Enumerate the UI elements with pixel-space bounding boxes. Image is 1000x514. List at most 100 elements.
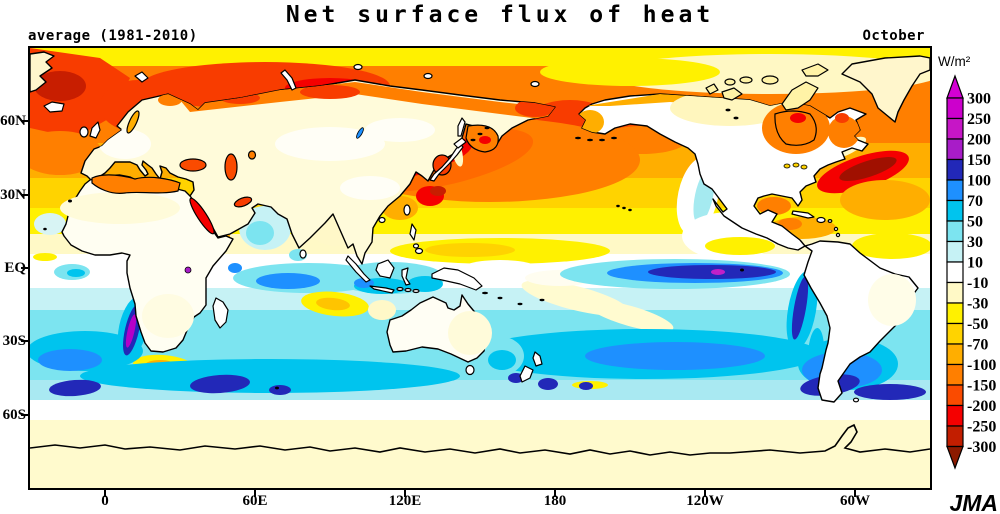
colorbar-label--250: -250: [967, 419, 996, 436]
sea-of-japan: [432, 154, 452, 176]
lat-label-EQ: EQ: [4, 260, 26, 276]
colorbar-segment: [946, 343, 964, 366]
colorbar-label--10: -10: [967, 275, 988, 292]
colorbar-label-200: 200: [967, 132, 991, 149]
hokkaido: [453, 137, 467, 149]
colorbar-label--50: -50: [967, 316, 988, 333]
antarctica-coastline: [30, 423, 930, 456]
lon-tick: [404, 490, 406, 497]
cuba: [791, 210, 815, 219]
colorbar-segment: [946, 302, 964, 325]
colorbar-legend: 300 250 200 150 100 70 50 30 10 -10 -30 -50 -70 -100 -…: [946, 74, 996, 470]
colorbar-label--70: -70: [967, 337, 988, 354]
lat-label-60N: 60N: [0, 113, 26, 129]
colorbar-segment: [946, 138, 964, 161]
lon-tick: [554, 490, 556, 497]
colorbar-label-150: 150: [967, 152, 991, 169]
colorbar-segment: [946, 179, 964, 202]
madagascar: [212, 297, 229, 329]
taiwan: [403, 204, 411, 216]
canary-islands: [68, 199, 72, 203]
new-guinea: [431, 267, 483, 291]
persian-gulf: [233, 196, 253, 208]
colorbar-segment: [946, 322, 964, 345]
colorbar-label--150: -150: [967, 378, 996, 395]
lat-tick: [21, 340, 28, 342]
colorbar-label--200: -200: [967, 398, 996, 415]
kerguelen: [275, 386, 279, 390]
iceland: [43, 101, 65, 113]
banks-island: [705, 83, 719, 95]
hispaniola: [816, 216, 826, 224]
lon-tick: [254, 490, 256, 497]
world-map: [28, 46, 932, 490]
lat-label-30N: 30N: [0, 187, 26, 203]
baffin-island: [781, 81, 819, 111]
jma-logo: JMA: [949, 490, 998, 514]
hainan: [378, 216, 386, 224]
lat-tick: [21, 267, 28, 269]
lat-tick: [21, 414, 28, 416]
world-map-svg: [30, 48, 930, 488]
colorbar-label-10: 10: [967, 255, 983, 272]
colorbar-label--100: -100: [967, 357, 996, 374]
colorbar-segment: [946, 384, 964, 407]
sumatra: [345, 255, 371, 283]
svalbard: [134, 71, 149, 83]
lake-baikal: [356, 127, 364, 139]
colorbar-segment: [946, 240, 964, 263]
colorbar-segment: [946, 117, 964, 140]
lon-label-180: 180: [543, 493, 567, 509]
colorbar-arrow-down: [946, 445, 964, 470]
colorbar-label-30: 30: [967, 234, 983, 251]
new-zealand-north: [532, 351, 543, 367]
hudson-bay: [774, 110, 817, 146]
colorbar-segment: [946, 158, 964, 181]
colorbar-unit: W/m²: [938, 54, 971, 69]
lake-victoria: [184, 266, 192, 274]
lat-tick: [21, 194, 28, 196]
galapagos: [740, 268, 744, 272]
falkland-islands: [852, 397, 860, 403]
caspian-sea: [224, 153, 238, 181]
tasmania: [465, 364, 475, 376]
colorbar-label-70: 70: [967, 193, 983, 210]
lat-tick: [21, 120, 28, 122]
colorbar-label-250: 250: [967, 111, 991, 128]
lon-label-0: 0: [101, 493, 109, 509]
lon-tick: [704, 490, 706, 497]
greenland-east-fragment: [30, 51, 55, 93]
chart-title: Net surface flux of heat: [285, 2, 715, 28]
colorbar-segment: [946, 261, 964, 284]
lon-tick: [854, 490, 856, 497]
java: [369, 285, 395, 294]
sulawesi: [401, 267, 411, 286]
colorbar-label-50: 50: [967, 214, 983, 231]
period-label: average (1981-2010): [28, 28, 198, 44]
black-sea: [179, 158, 207, 172]
lon-label-60E: 60E: [242, 493, 268, 509]
victoria-island: [721, 87, 743, 101]
great-lakes: [783, 163, 791, 169]
lon-label-120W: 120W: [686, 493, 724, 509]
month-label: October: [862, 28, 925, 44]
red-sea: [189, 197, 215, 235]
ocean-features: [30, 48, 930, 400]
islands: [43, 63, 860, 403]
aral-sea: [247, 150, 257, 160]
lon-tick: [104, 490, 106, 497]
mindanao: [414, 247, 424, 255]
colorbar-segment: [946, 97, 964, 120]
colorbar-segment: [946, 404, 964, 427]
colorbar-label--300: -300: [967, 439, 996, 456]
mediterranean-sea: [91, 174, 181, 194]
lat-label-30S: 30S: [2, 333, 26, 349]
colorbar-segment: [946, 425, 964, 448]
novaya-zemlya: [280, 69, 297, 91]
new-zealand-south: [519, 365, 534, 383]
ireland: [79, 126, 89, 138]
ellesmere-island: [801, 63, 829, 77]
marginal-seas: [91, 110, 817, 274]
colorbar-segment: [946, 199, 964, 222]
